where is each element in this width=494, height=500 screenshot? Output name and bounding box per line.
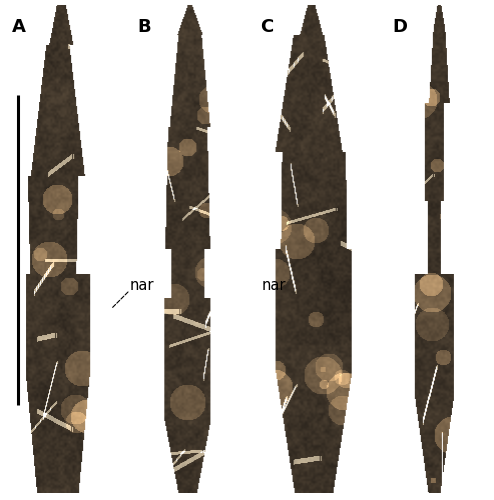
Text: D: D (392, 18, 407, 36)
Text: B: B (137, 18, 151, 36)
Text: nar: nar (262, 278, 287, 292)
Text: C: C (260, 18, 273, 36)
Text: nar: nar (130, 278, 155, 292)
Text: A: A (12, 18, 26, 36)
